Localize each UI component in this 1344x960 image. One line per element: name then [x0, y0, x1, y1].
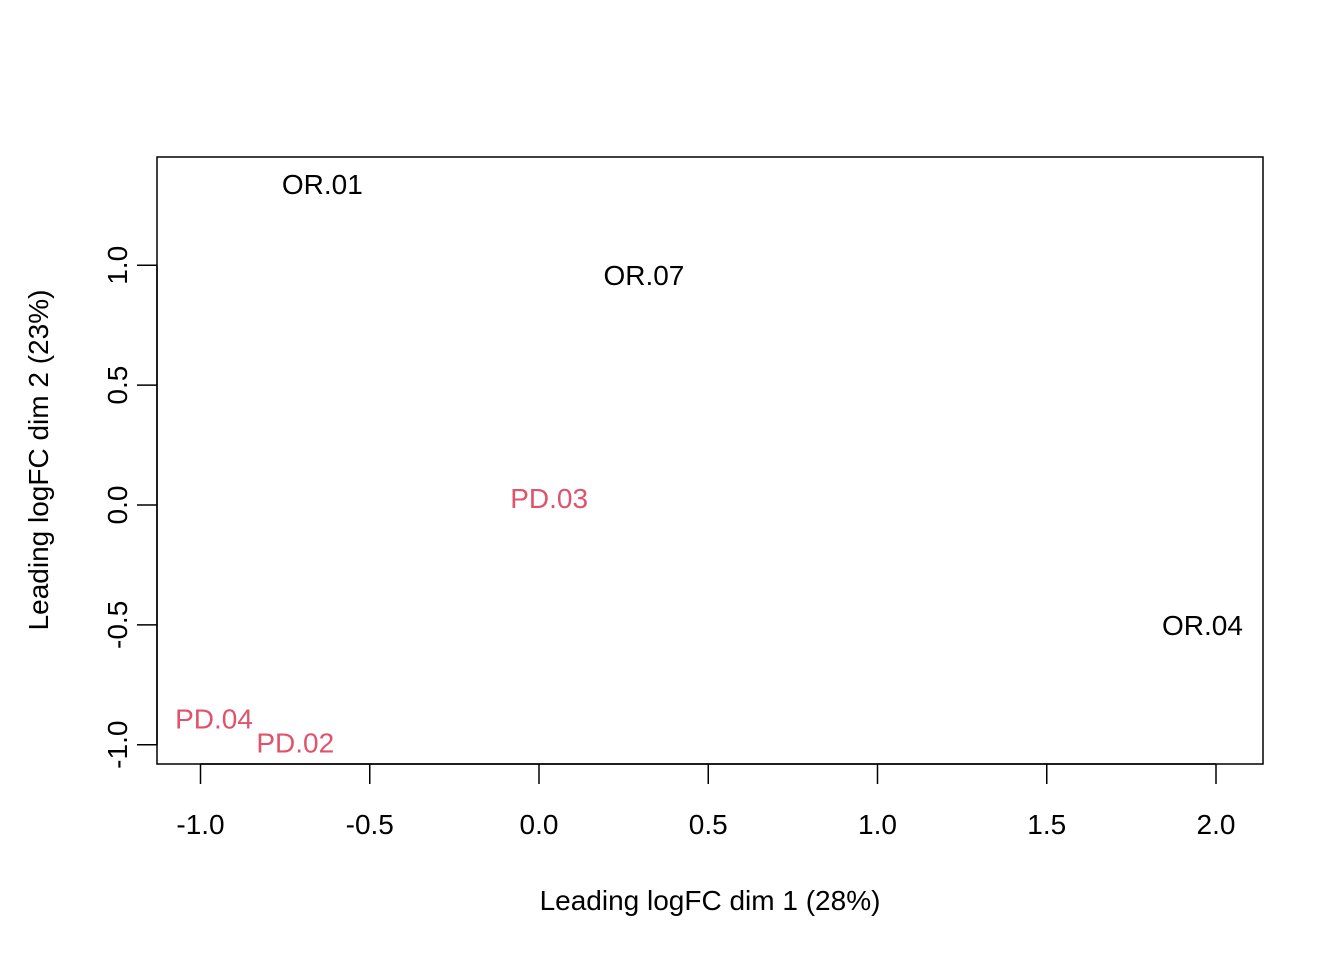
x-axis-title: Leading logFC dim 1 (28%) — [540, 885, 881, 916]
x-tick-label: -1.0 — [176, 809, 224, 840]
x-tick-label: 2.0 — [1197, 809, 1236, 840]
point-label-pd-02: PD.02 — [256, 727, 334, 758]
x-tick-label: -0.5 — [346, 809, 394, 840]
x-tick-label: 1.5 — [1027, 809, 1066, 840]
y-axis: -1.0 -0.5 0.0 0.5 1.0 — [102, 246, 158, 769]
point-label-or-07: OR.07 — [603, 260, 684, 291]
point-label-pd-03: PD.03 — [510, 483, 588, 514]
y-tick-label: -0.5 — [102, 601, 133, 649]
x-tick-label: 0.5 — [689, 809, 728, 840]
y-axis-title: Leading logFC dim 2 (23%) — [23, 290, 54, 631]
y-tick-label: 1.0 — [102, 246, 133, 285]
point-label-or-01: OR.01 — [282, 169, 363, 200]
x-axis: -1.0 -0.5 0.0 0.5 1.0 1.5 2.0 — [176, 763, 1236, 840]
x-tick-label: 0.0 — [520, 809, 559, 840]
plot-frame — [156, 156, 1264, 765]
y-tick-label: -1.0 — [102, 721, 133, 769]
y-tick-label: 0.0 — [102, 486, 133, 525]
point-label-pd-04: PD.04 — [175, 703, 253, 734]
x-tick-label: 1.0 — [858, 809, 897, 840]
y-tick-label: 0.5 — [102, 366, 133, 405]
point-label-or-04: OR.04 — [1162, 610, 1243, 641]
